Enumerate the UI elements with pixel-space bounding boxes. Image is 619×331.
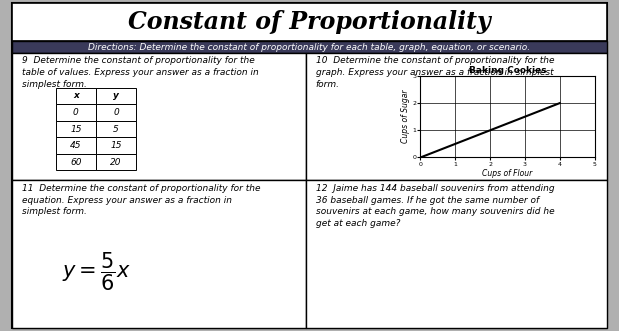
Title: Baking Cookies: Baking Cookies <box>469 66 547 75</box>
Text: Constant of Proportionality: Constant of Proportionality <box>128 10 491 34</box>
Text: $y = \dfrac{5}{6}x$: $y = \dfrac{5}{6}x$ <box>62 250 131 293</box>
Text: Directions: Determine the constant of proportionality for each table, graph, equ: Directions: Determine the constant of pr… <box>89 43 530 52</box>
Text: 20: 20 <box>110 158 122 167</box>
FancyBboxPatch shape <box>56 104 96 121</box>
Text: y: y <box>113 91 119 101</box>
FancyBboxPatch shape <box>12 53 306 180</box>
X-axis label: Cups of Flour: Cups of Flour <box>482 169 533 178</box>
FancyBboxPatch shape <box>96 137 136 154</box>
Text: x: x <box>73 91 79 101</box>
FancyBboxPatch shape <box>306 180 607 328</box>
Text: 11  Determine the constant of proportionality for the
equation. Express your ans: 11 Determine the constant of proportiona… <box>22 184 260 216</box>
Text: 0: 0 <box>73 108 79 117</box>
Y-axis label: Cups of Sugar: Cups of Sugar <box>400 90 410 143</box>
FancyBboxPatch shape <box>12 41 607 53</box>
Text: 15: 15 <box>110 141 122 150</box>
FancyBboxPatch shape <box>56 121 96 137</box>
Text: 12  Jaime has 144 baseball souvenirs from attending
36 baseball games. If he got: 12 Jaime has 144 baseball souvenirs from… <box>316 184 555 228</box>
FancyBboxPatch shape <box>56 88 96 104</box>
FancyBboxPatch shape <box>96 88 136 104</box>
FancyBboxPatch shape <box>56 154 96 170</box>
Text: 10  Determine the constant of proportionality for the
graph. Express your answer: 10 Determine the constant of proportiona… <box>316 56 554 89</box>
Text: 60: 60 <box>70 158 82 167</box>
Text: 9  Determine the constant of proportionality for the
table of values. Express yo: 9 Determine the constant of proportional… <box>22 56 258 89</box>
Text: 15: 15 <box>70 124 82 134</box>
Text: 0: 0 <box>113 108 119 117</box>
FancyBboxPatch shape <box>96 121 136 137</box>
Text: 5: 5 <box>113 124 119 134</box>
FancyBboxPatch shape <box>56 137 96 154</box>
FancyBboxPatch shape <box>12 3 607 328</box>
FancyBboxPatch shape <box>12 3 607 41</box>
FancyBboxPatch shape <box>96 154 136 170</box>
FancyBboxPatch shape <box>96 104 136 121</box>
FancyBboxPatch shape <box>306 53 607 180</box>
Text: 45: 45 <box>70 141 82 150</box>
FancyBboxPatch shape <box>12 180 306 328</box>
